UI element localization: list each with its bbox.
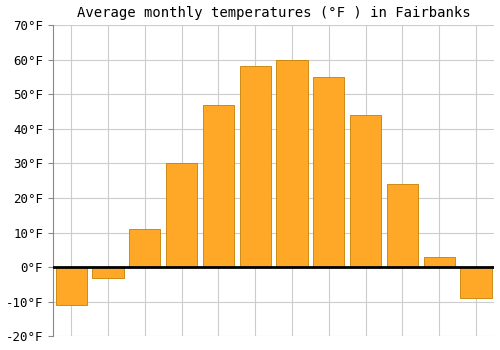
Bar [387, 184, 418, 267]
Bar [424, 257, 455, 267]
Bar [56, 267, 87, 305]
Bar [92, 267, 124, 278]
Bar [276, 60, 308, 267]
Bar [313, 77, 344, 267]
Bar [166, 163, 197, 267]
Title: Average monthly temperatures (°F ) in Fairbanks: Average monthly temperatures (°F ) in Fa… [77, 6, 470, 20]
Bar [350, 115, 382, 267]
Bar [240, 66, 271, 267]
Bar [460, 267, 492, 298]
Bar [203, 105, 234, 267]
Bar [129, 229, 160, 267]
